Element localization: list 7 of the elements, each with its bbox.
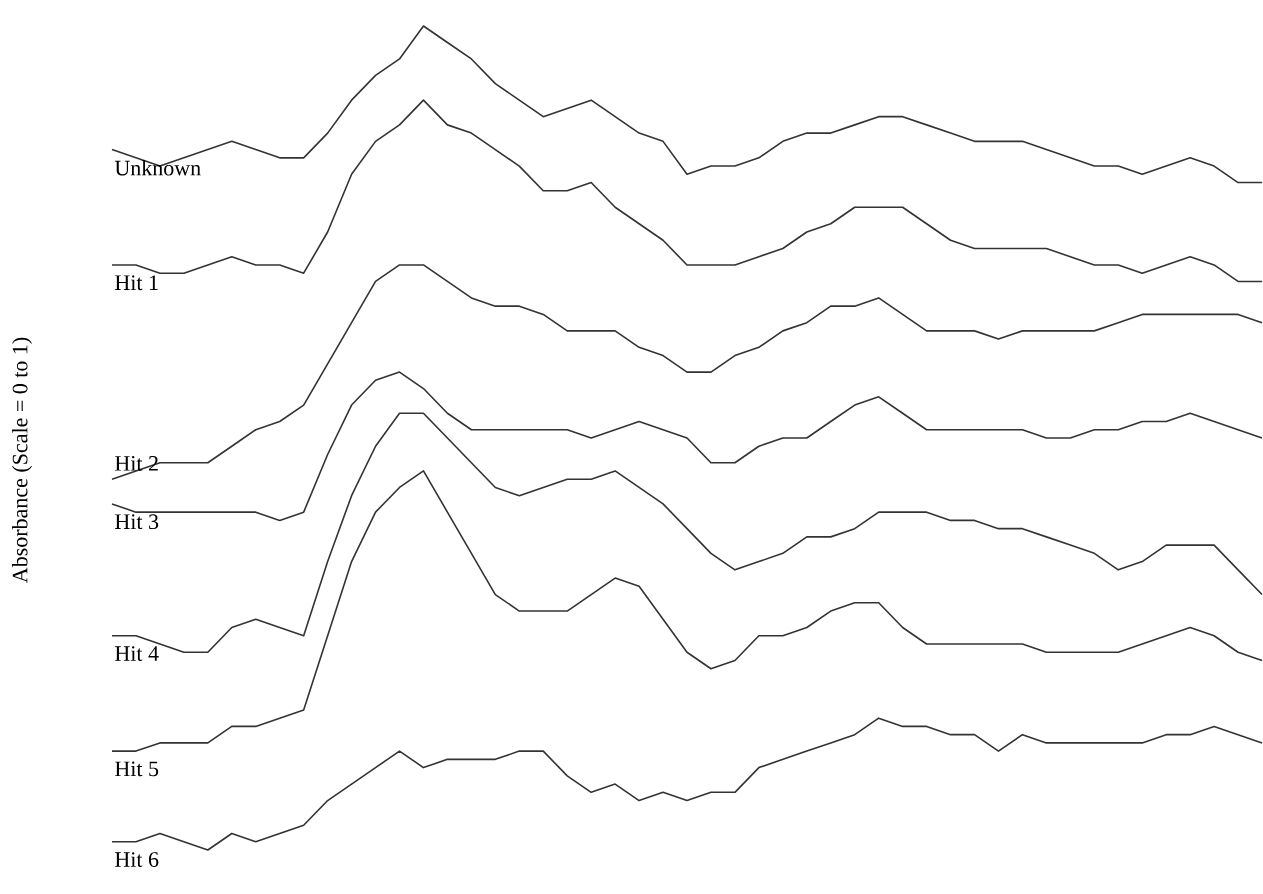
series-label: Hit 4	[115, 646, 159, 661]
series-label: Hit 3	[115, 514, 159, 530]
y-axis-title: Absorbance (Scale = 0 to 1)	[12, 337, 32, 583]
series-label: Hit 5	[115, 761, 159, 777]
series-label: Unknown	[114, 160, 201, 176]
series-label: Hit 1	[115, 275, 158, 291]
series-label: Hit 6	[115, 852, 159, 867]
